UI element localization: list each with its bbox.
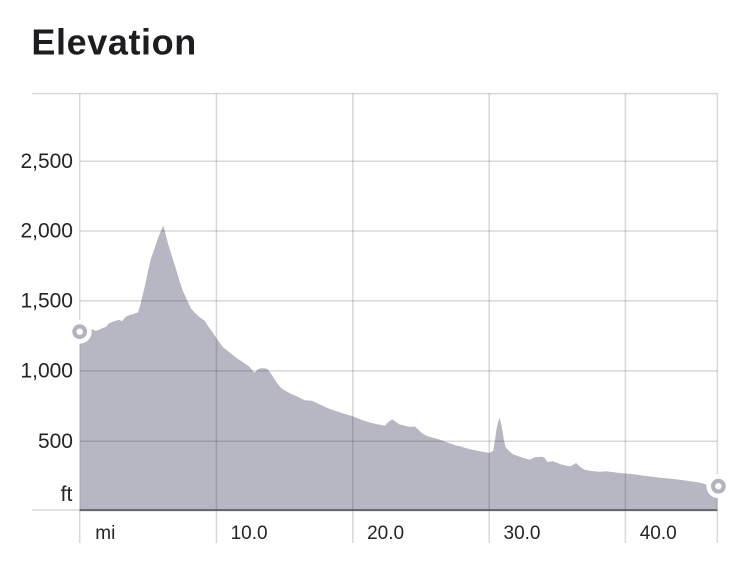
svg-text:1,000: 1,000 bbox=[20, 360, 73, 383]
svg-text:30.0: 30.0 bbox=[504, 523, 541, 544]
svg-text:500: 500 bbox=[38, 430, 73, 453]
svg-text:2,500: 2,500 bbox=[20, 150, 73, 173]
svg-text:20.0: 20.0 bbox=[367, 523, 404, 544]
svg-text:Elevation: Elevation bbox=[31, 22, 196, 63]
svg-text:40.0: 40.0 bbox=[640, 523, 677, 544]
svg-text:mi: mi bbox=[95, 523, 115, 544]
svg-text:2,000: 2,000 bbox=[20, 220, 73, 243]
svg-text:10.0: 10.0 bbox=[231, 523, 268, 544]
svg-text:ft: ft bbox=[61, 483, 73, 506]
svg-text:1,500: 1,500 bbox=[20, 290, 73, 313]
